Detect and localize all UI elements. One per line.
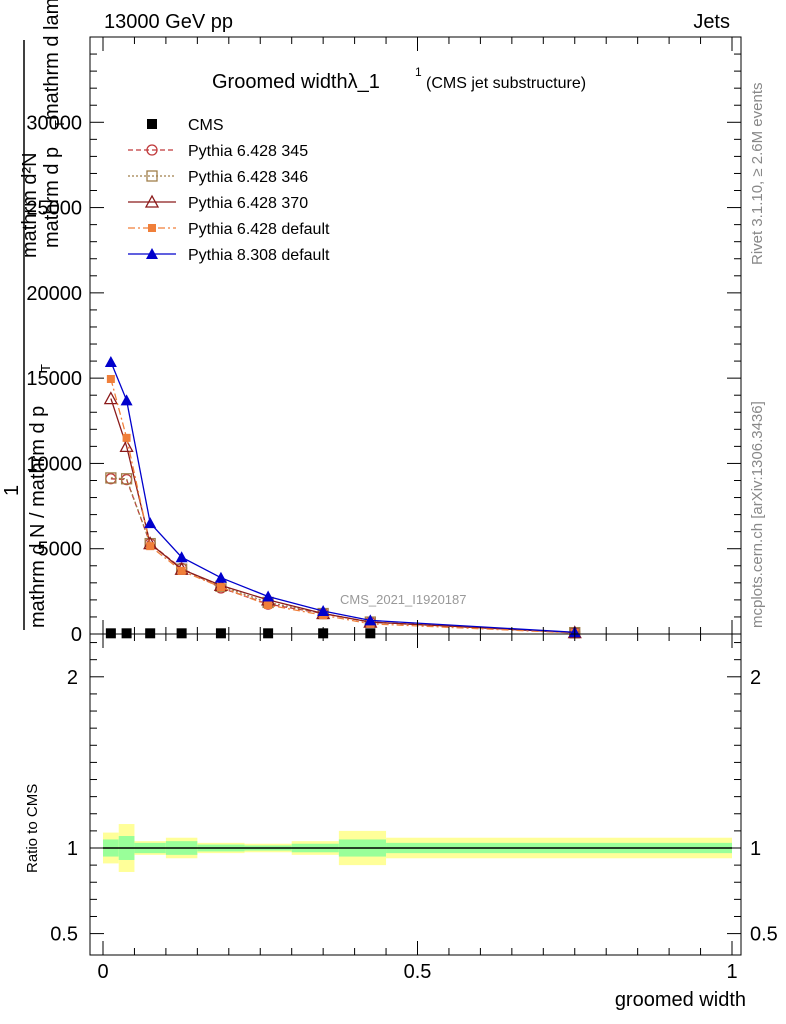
data-point (214, 571, 227, 583)
ratio-y-tick-label-right: 2 (750, 667, 761, 689)
y-tick-label: 0 (71, 624, 82, 646)
data-point (105, 472, 117, 484)
series-pythia-8-308-default (104, 355, 581, 638)
legend-entry: Pythia 8.308 default (128, 247, 330, 264)
y-tick-label: 10000 (26, 453, 82, 475)
category-label: Jets (693, 11, 730, 33)
ratio-y-tick-label-right: 0.5 (750, 924, 778, 946)
legend-label: Pythia 6.428 345 (188, 143, 308, 160)
energy-label: 13000 GeV pp (104, 11, 233, 33)
legend: CMS Pythia 6.428 345 Pythia 6.428 346 Pythi… (128, 117, 330, 264)
plot-title-superscript: 1 (415, 65, 422, 79)
data-point (263, 628, 274, 639)
data-point (103, 391, 118, 405)
series-pythia-6-428-345 (105, 473, 581, 639)
data-point (122, 433, 131, 442)
data-point (147, 119, 157, 129)
data-point (145, 628, 156, 639)
y-tick-label: 30000 (26, 112, 82, 134)
y-tick-label: 5000 (38, 539, 83, 561)
data-point (120, 473, 133, 485)
data-point (119, 439, 134, 453)
ylabel-top-end: mathrm d lambda (41, 0, 63, 120)
data-point (105, 628, 116, 639)
legend-entry: Pythia 6.428 370 (128, 194, 308, 212)
legend-label: Pythia 6.428 370 (188, 195, 308, 212)
ratio-y-tick-label-right: 1 (750, 838, 761, 860)
ratio-plot-frame (89, 633, 742, 956)
main-plot-panel: 0 5000 10000 15000 20000 25000 30000 Groomed w… (26, 36, 742, 646)
data-point (262, 590, 275, 602)
data-point (146, 248, 158, 259)
x-axis-label: groomed width (615, 989, 746, 1011)
data-point (146, 542, 155, 551)
ratio-y-tick-label: 2 (67, 667, 78, 689)
x-tick-label: 0.5 (404, 961, 432, 983)
data-point (177, 566, 186, 575)
analysis-watermark: CMS_2021_I1920187 (340, 592, 467, 607)
y-tick-label: 15000 (26, 368, 82, 390)
data-point (146, 170, 158, 182)
legend-entry: Pythia 6.428 346 (128, 169, 308, 186)
rivet-label: Rivet 3.1.10, ≥ 2.6M events (749, 83, 766, 266)
series-pythia-6-428-346 (105, 472, 581, 639)
ratio-plot-panel: 0.5 0.5 1 1 2 2 0 0.5 1 Ratio to CMS groomed wid… (24, 633, 778, 1011)
data-point (365, 628, 376, 639)
data-point (264, 601, 273, 610)
data-point (216, 583, 225, 592)
ylabel-top-cont: mathrm d p (41, 147, 63, 248)
mcplots-label: mcplots.cern.ch [arXiv:1306.3436] (749, 401, 766, 628)
data-point (146, 144, 158, 156)
x-tick-label: 0 (97, 961, 108, 983)
series-line (110, 378, 575, 634)
data-point (175, 551, 188, 563)
plot-subtitle: (CMS jet substructure) (426, 75, 586, 92)
plot-title: Groomed widthλ_1 (212, 71, 380, 93)
data-point (121, 628, 132, 639)
ylabel-denominator-sub: T (38, 364, 53, 372)
data-point (148, 224, 156, 232)
legend-entry: Pythia 6.428 default (128, 221, 330, 238)
data-point (144, 517, 157, 529)
legend-entry: Pythia 6.428 345 (128, 143, 308, 160)
x-tick-label: 1 (726, 961, 737, 983)
ratio-y-tick-label: 0.5 (50, 924, 78, 946)
y-tick-label: 20000 (26, 283, 82, 305)
y-axis-label: mathrm d²N mathrm d p T mathrm d lambda … (1, 0, 67, 630)
ylabel-top-line: mathrm d²N (19, 152, 41, 258)
legend-label: Pythia 6.428 default (188, 221, 330, 238)
data-point (106, 374, 115, 383)
ratio-y-tick-label: 1 (67, 838, 78, 860)
data-point (104, 355, 117, 367)
data-point (215, 628, 226, 639)
y-tick-label: 25000 (26, 198, 82, 220)
ratio-ylabel: Ratio to CMS (24, 784, 41, 873)
ylabel-numerator: 1 (1, 485, 23, 496)
ylabel-denominator: mathrm d N / mathrm d p (27, 406, 49, 628)
legend-label: CMS (188, 117, 224, 134)
legend-label: Pythia 6.428 346 (188, 169, 308, 186)
data-point (120, 394, 133, 406)
data-point (144, 194, 160, 208)
legend-entry: CMS (147, 117, 224, 134)
ylabel-top-sub: T (52, 120, 67, 128)
data-point (364, 614, 377, 626)
legend-label: Pythia 8.308 default (188, 247, 330, 264)
data-point (317, 604, 330, 616)
data-point (176, 628, 187, 639)
